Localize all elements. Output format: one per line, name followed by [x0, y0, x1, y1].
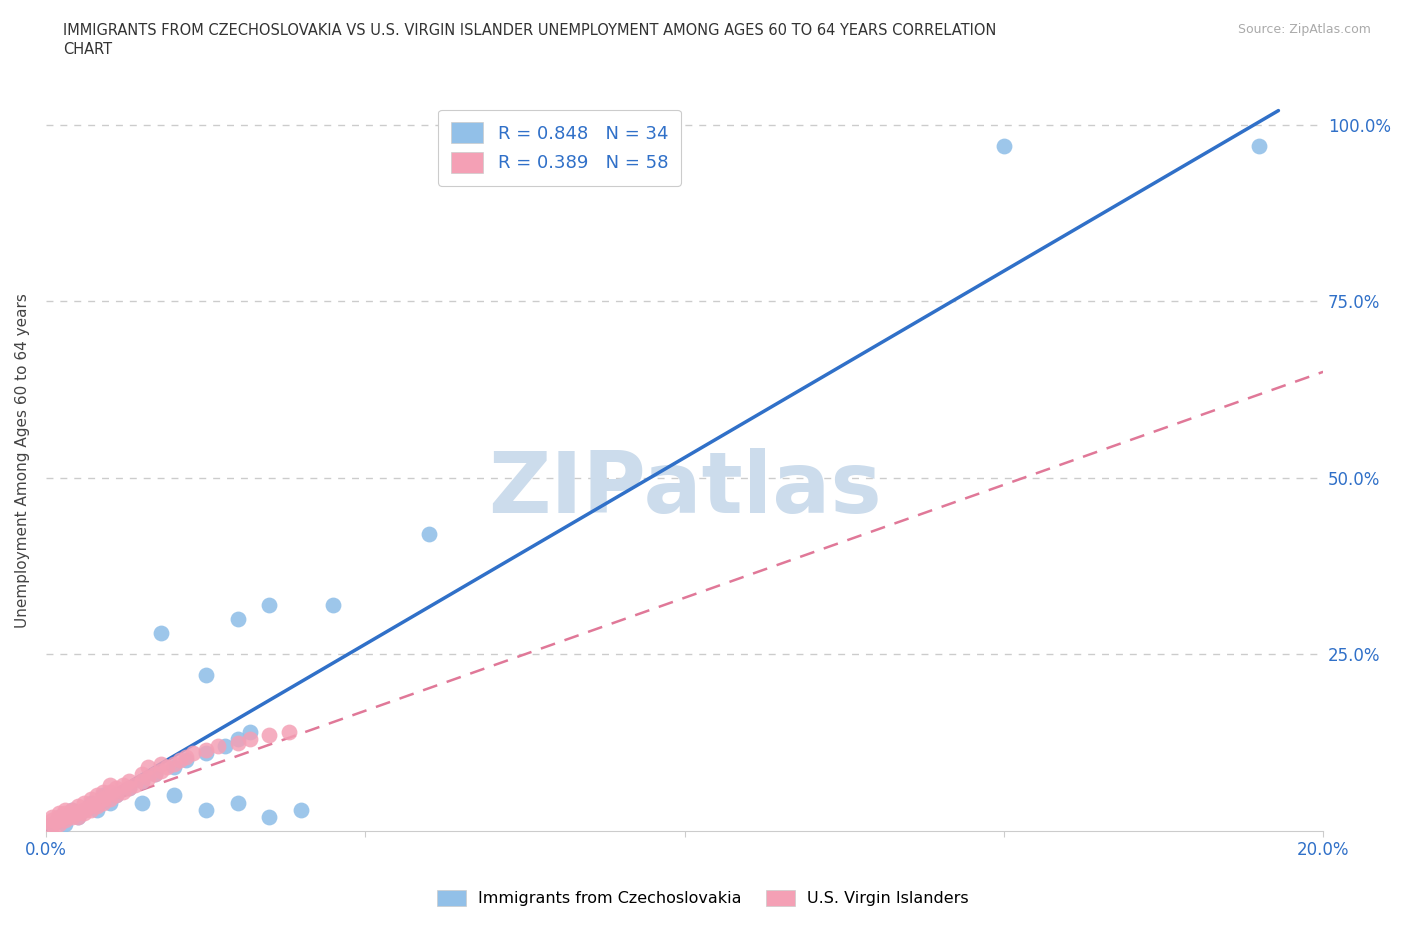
Point	[118, 781, 141, 796]
Text: ZIPatlas: ZIPatlas	[488, 448, 882, 531]
Point	[60, 803, 83, 817]
Point	[93, 795, 115, 810]
Point	[239, 724, 262, 739]
Point	[131, 795, 153, 810]
Point	[131, 767, 153, 782]
Point	[169, 752, 191, 767]
Point	[60, 805, 83, 820]
Point	[79, 791, 101, 806]
Point	[207, 738, 229, 753]
Point	[73, 803, 96, 817]
Point	[124, 777, 146, 792]
Point	[136, 770, 159, 785]
Point	[66, 809, 89, 824]
Point	[163, 760, 186, 775]
Point	[93, 788, 115, 803]
Point	[73, 795, 96, 810]
Point	[93, 791, 115, 806]
Legend: R = 0.848   N = 34, R = 0.389   N = 58: R = 0.848 N = 34, R = 0.389 N = 58	[439, 110, 681, 186]
Point	[111, 785, 134, 800]
Point	[176, 752, 198, 767]
Point	[194, 742, 217, 757]
Point	[226, 732, 249, 747]
Point	[41, 809, 63, 824]
Legend: Immigrants from Czechoslovakia, U.S. Virgin Islanders: Immigrants from Czechoslovakia, U.S. Vir…	[430, 884, 976, 912]
Point	[53, 805, 76, 820]
Point	[60, 809, 83, 824]
Point	[53, 817, 76, 831]
Point	[322, 597, 344, 612]
Point	[79, 799, 101, 814]
Point	[41, 817, 63, 831]
Point	[105, 788, 128, 803]
Point	[41, 813, 63, 828]
Point	[105, 781, 128, 796]
Point	[143, 767, 166, 782]
Point	[194, 668, 217, 683]
Point	[86, 799, 108, 814]
Point	[48, 809, 70, 824]
Point	[163, 788, 186, 803]
Point	[86, 795, 108, 810]
Point	[194, 746, 217, 761]
Point	[79, 795, 101, 810]
Point	[194, 803, 217, 817]
Point	[131, 774, 153, 789]
Point	[53, 809, 76, 824]
Point	[259, 728, 281, 743]
Point	[48, 813, 70, 828]
Point	[226, 795, 249, 810]
Point	[98, 795, 121, 810]
Point	[163, 756, 186, 771]
Point	[48, 805, 70, 820]
Point	[149, 626, 172, 641]
Point	[73, 805, 96, 820]
Point	[105, 788, 128, 803]
Point	[290, 803, 312, 817]
Point	[149, 756, 172, 771]
Point	[149, 764, 172, 778]
Point	[86, 788, 108, 803]
Point	[239, 732, 262, 747]
Point	[118, 774, 141, 789]
Point	[48, 809, 70, 824]
Point	[136, 760, 159, 775]
Point	[277, 724, 299, 739]
Text: CHART: CHART	[63, 42, 112, 57]
Point	[48, 817, 70, 831]
Point	[98, 777, 121, 792]
Point	[111, 777, 134, 792]
Point	[226, 735, 249, 750]
Point	[259, 809, 281, 824]
Point	[66, 799, 89, 814]
Point	[214, 738, 236, 753]
Point	[60, 803, 83, 817]
Point	[156, 760, 179, 775]
Point	[143, 767, 166, 782]
Point	[93, 785, 115, 800]
Text: IMMIGRANTS FROM CZECHOSLOVAKIA VS U.S. VIRGIN ISLANDER UNEMPLOYMENT AMONG AGES 6: IMMIGRANTS FROM CZECHOSLOVAKIA VS U.S. V…	[63, 23, 997, 38]
Point	[176, 750, 198, 764]
Point	[86, 803, 108, 817]
Y-axis label: Unemployment Among Ages 60 to 64 years: Unemployment Among Ages 60 to 64 years	[15, 293, 30, 628]
Point	[66, 805, 89, 820]
Point	[418, 526, 440, 541]
Point	[226, 612, 249, 627]
Point	[98, 791, 121, 806]
Point	[41, 820, 63, 835]
Point	[993, 139, 1015, 153]
Point	[1249, 139, 1271, 153]
Point	[131, 774, 153, 789]
Point	[73, 803, 96, 817]
Text: Source: ZipAtlas.com: Source: ZipAtlas.com	[1237, 23, 1371, 36]
Point	[181, 746, 204, 761]
Point	[98, 785, 121, 800]
Point	[53, 813, 76, 828]
Point	[53, 803, 76, 817]
Point	[41, 817, 63, 831]
Point	[118, 781, 141, 796]
Point	[259, 597, 281, 612]
Point	[66, 809, 89, 824]
Point	[79, 803, 101, 817]
